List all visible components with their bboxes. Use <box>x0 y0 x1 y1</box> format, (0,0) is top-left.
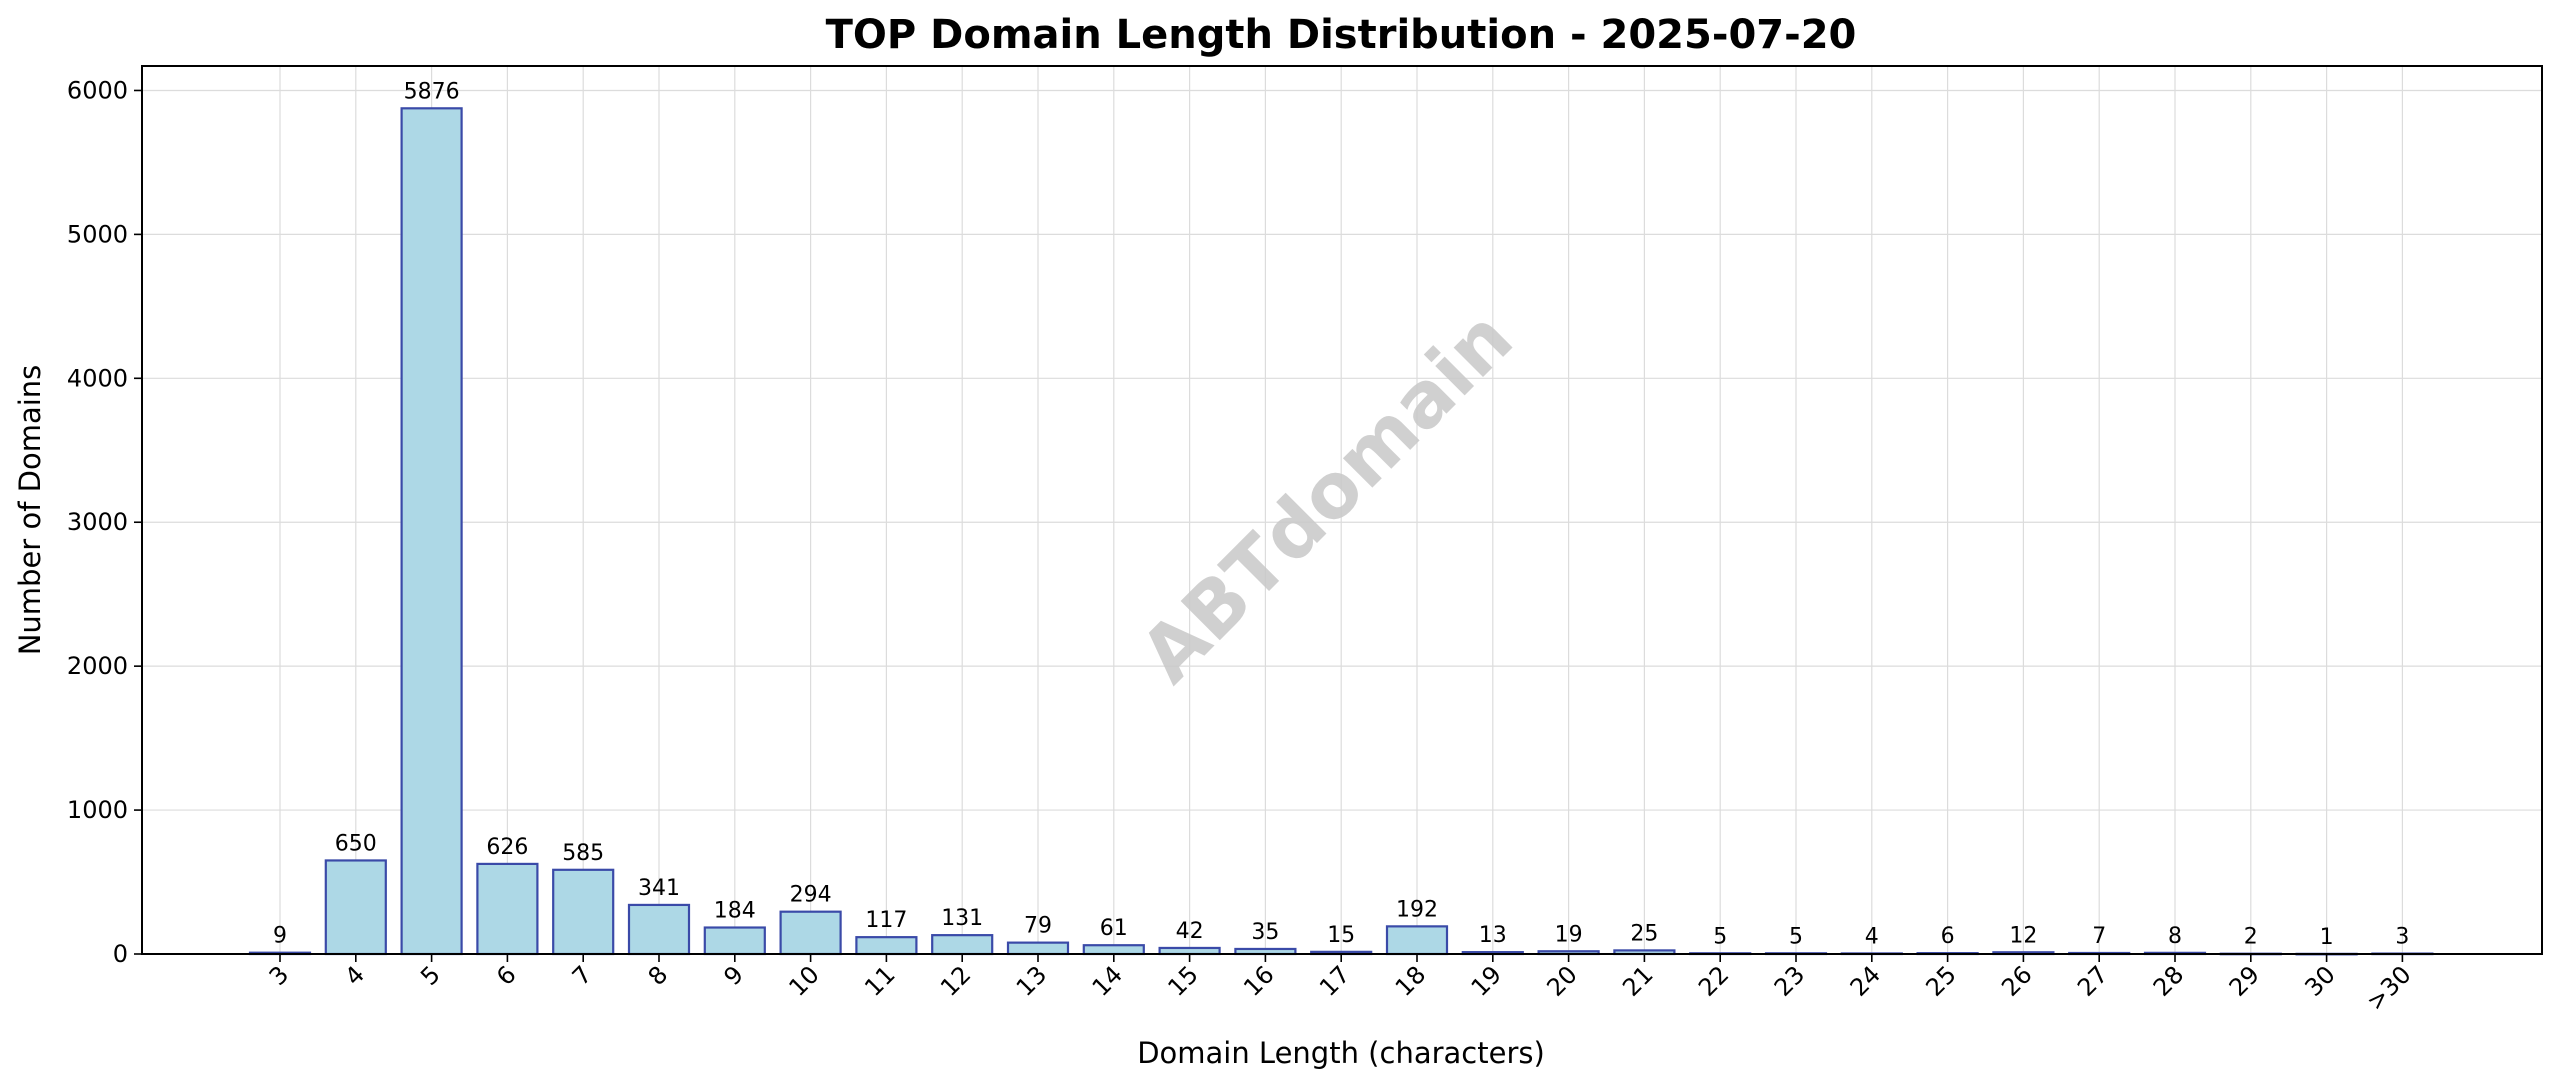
data-label-27: 7 <box>2092 924 2106 949</box>
data-label-23: 5 <box>1789 924 1803 949</box>
bar-8 <box>627 903 691 956</box>
data-label-30: 1 <box>2320 925 2334 950</box>
bar-7 <box>552 868 615 956</box>
x-tick-label-12: 12 <box>935 960 976 1001</box>
data-label-7: 585 <box>562 841 604 866</box>
bar-9 <box>703 926 766 956</box>
x-tick-label-3: 3 <box>264 960 295 991</box>
x-tick-label-22: 22 <box>1693 960 1734 1001</box>
data-label-10: 294 <box>790 883 832 908</box>
x-tick-label-17: 17 <box>1314 960 1355 1001</box>
y-tick-label: 5000 <box>67 220 128 248</box>
data-label-3: 9 <box>273 924 287 949</box>
data-label-28: 8 <box>2168 924 2182 949</box>
data-label-22: 5 <box>1713 924 1727 949</box>
x-tick-label-26: 26 <box>1996 960 2037 1001</box>
x-tick-label-28: 28 <box>2148 960 2189 1001</box>
y-tick-label: 0 <box>113 940 128 968</box>
x-tick-label-24: 24 <box>1845 960 1886 1001</box>
data-label-14: 61 <box>1100 916 1128 941</box>
data-label-18: 192 <box>1396 897 1438 922</box>
data-label-19: 13 <box>1479 923 1507 948</box>
x-tick-label-11: 11 <box>859 960 900 1001</box>
x-tick-label-29: 29 <box>2224 960 2265 1001</box>
x-axis-ticks: 3 4 5 6 7 8 9 10 11 12 13 14 15 16 17 18 19 20 21 22 23 24 25 2… <box>264 954 2417 1016</box>
bar-10 <box>779 910 842 956</box>
data-label-21: 25 <box>1630 921 1658 946</box>
bar-5 <box>400 107 463 956</box>
bar-13 <box>1006 941 1070 956</box>
data-label-25: 6 <box>1941 924 1955 949</box>
x-tick-label-7: 7 <box>567 960 598 991</box>
x-tick-label-30: 30 <box>2299 960 2340 1001</box>
x-axis-label: Domain Length (characters) <box>1137 1036 1545 1070</box>
data-label-5: 5876 <box>404 79 460 104</box>
x-tick-label->30: >30 <box>2361 960 2417 1016</box>
y-axis-label: Number of Domains <box>13 365 47 656</box>
x-tick-label-27: 27 <box>2072 960 2113 1001</box>
data-label-9: 184 <box>714 899 756 924</box>
watermark-layer: ABTdomain <box>1123 293 1529 699</box>
x-tick-label-13: 13 <box>1011 960 1052 1001</box>
bar-11 <box>855 936 918 956</box>
x-tick-label-18: 18 <box>1390 960 1431 1001</box>
data-label-11: 117 <box>865 908 907 933</box>
data-label-26: 12 <box>2009 923 2037 948</box>
x-tick-label-19: 19 <box>1466 960 1507 1001</box>
chart-title: TOP Domain Length Distribution - 2025-07… <box>826 12 1857 58</box>
x-tick-label-5: 5 <box>415 960 446 991</box>
x-tick-label-8: 8 <box>643 960 674 991</box>
y-tick-label: 2000 <box>67 652 128 680</box>
x-tick-label-20: 20 <box>1541 960 1582 1001</box>
data-label-20: 19 <box>1555 922 1583 947</box>
x-tick-label-21: 21 <box>1617 960 1658 1001</box>
x-tick-label-4: 4 <box>339 960 370 991</box>
x-tick-label-10: 10 <box>783 960 824 1001</box>
data-label-24: 4 <box>1865 924 1879 949</box>
x-tick-label-9: 9 <box>718 960 749 991</box>
data-label-4: 650 <box>335 831 377 856</box>
bar-18 <box>1385 925 1449 956</box>
bar-4 <box>324 859 387 956</box>
bar-12 <box>931 934 994 956</box>
data-label-8: 341 <box>638 876 680 901</box>
bars <box>248 107 2434 956</box>
y-tick-label: 4000 <box>67 364 128 392</box>
data-label-15: 42 <box>1176 919 1204 944</box>
bar-14 <box>1082 944 1145 956</box>
x-tick-label-16: 16 <box>1238 960 1279 1001</box>
grid-lines <box>142 66 2542 955</box>
data-label->30: 3 <box>2395 925 2409 950</box>
plot-frame <box>141 65 2543 955</box>
watermark: ABTdomain <box>1123 293 1529 699</box>
x-tick-label-23: 23 <box>1769 960 1810 1001</box>
data-label-13: 79 <box>1024 914 1052 939</box>
x-tick-label-6: 6 <box>491 960 522 991</box>
y-axis-ticks: 0 1000 2000 3000 4000 5000 6000 <box>67 76 142 968</box>
data-label-16: 35 <box>1251 920 1279 945</box>
data-label-12: 131 <box>941 906 983 931</box>
x-tick-label-15: 15 <box>1162 960 1203 1001</box>
y-tick-label: 6000 <box>67 76 128 104</box>
y-tick-label: 1000 <box>67 796 128 824</box>
data-label-17: 15 <box>1327 923 1355 948</box>
x-tick-label-14: 14 <box>1087 960 1128 1001</box>
x-tick-label-25: 25 <box>1920 960 1961 1001</box>
data-label-6: 626 <box>486 835 528 860</box>
y-tick-label: 3000 <box>67 508 128 536</box>
bar-6 <box>476 862 539 956</box>
data-label-29: 2 <box>2244 925 2258 950</box>
